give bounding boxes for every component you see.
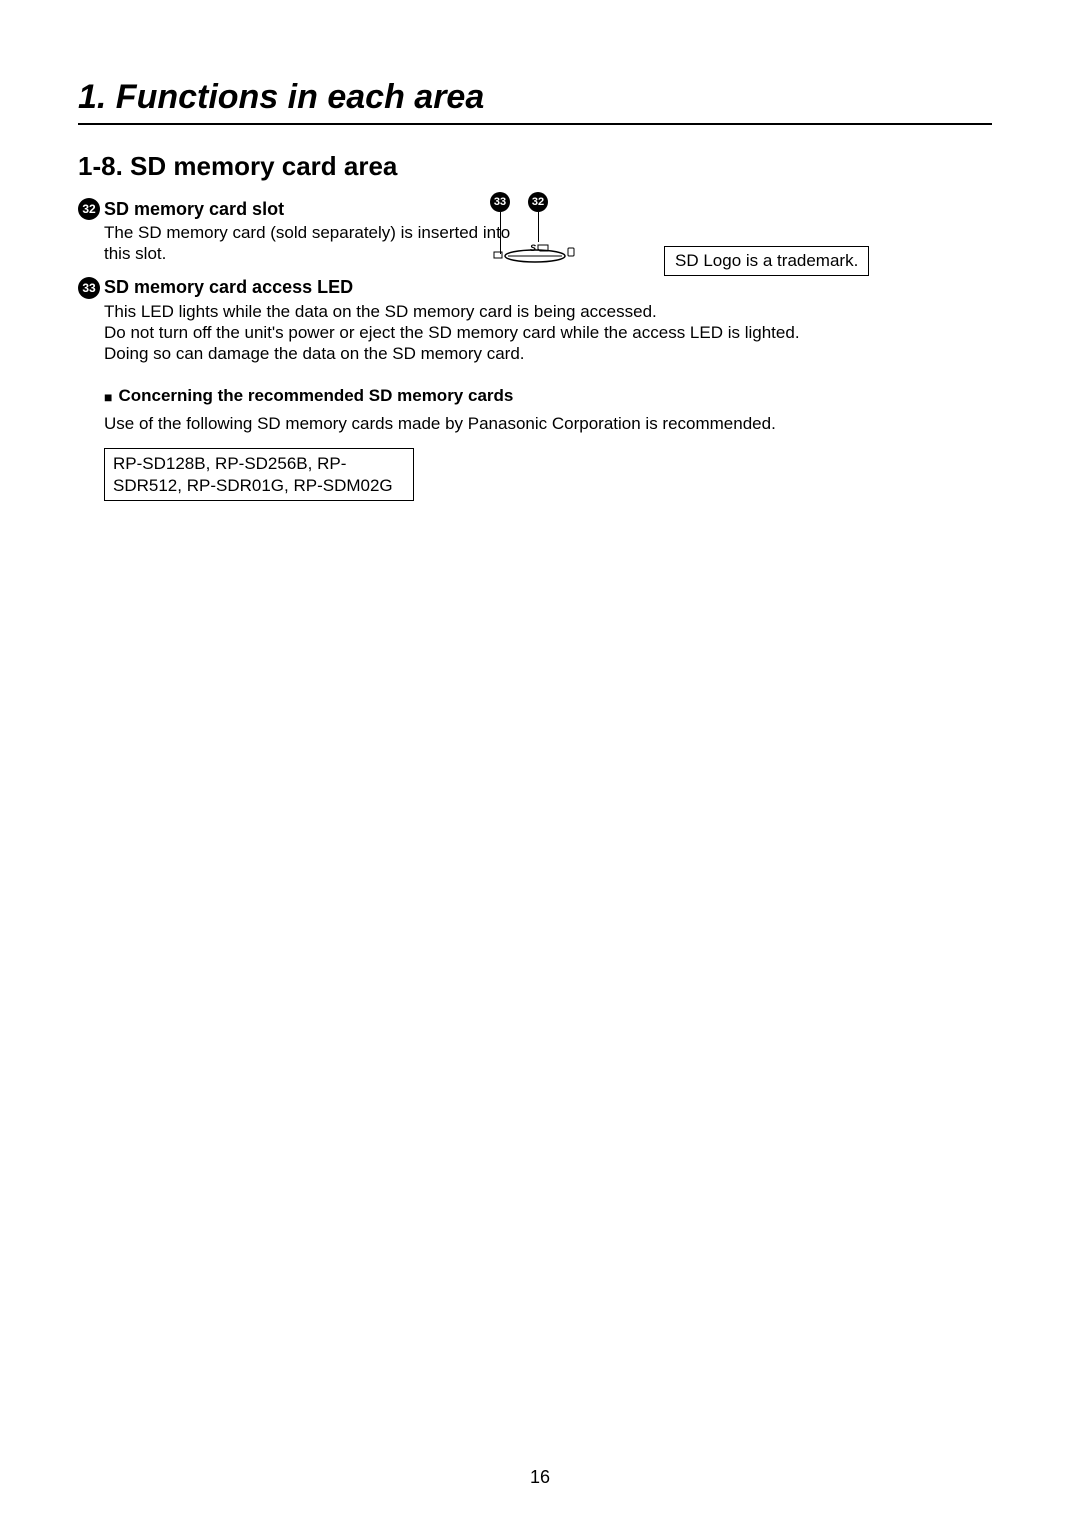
callout-33-icon: 33 — [490, 192, 510, 212]
trademark-note: SD Logo is a trademark. — [664, 246, 869, 276]
item-33-block: 33 SD memory card access LED This LED li… — [78, 277, 992, 365]
svg-text:S: S — [530, 243, 536, 253]
subheading-text: Concerning the recommended SD memory car… — [118, 386, 513, 405]
sd-slot-icon: S — [490, 242, 590, 270]
section-title: 1-8. SD memory card area — [78, 151, 992, 182]
item-33-body: This LED lights while the data on the SD… — [104, 301, 992, 365]
square-bullet-icon: ■ — [104, 389, 112, 405]
circled-number-icon: 32 — [78, 198, 100, 220]
model-number-box: RP-SD128B, RP-SD256B, RP-SDR512, RP-SDR0… — [104, 448, 414, 501]
leader-line-icon — [538, 212, 539, 242]
sd-slot-diagram: 33 32 S — [490, 192, 610, 272]
chapter-title: 1. Functions in each area — [78, 78, 992, 125]
circled-number-icon: 33 — [78, 277, 100, 299]
item-33-heading: 33 SD memory card access LED — [78, 277, 992, 299]
item-32-title: SD memory card slot — [104, 199, 284, 220]
callout-32-icon: 32 — [528, 192, 548, 212]
item-33-title: SD memory card access LED — [104, 277, 353, 298]
page-number: 16 — [0, 1467, 1080, 1488]
item-32-body: The SD memory card (sold separately) is … — [104, 222, 534, 265]
sub-body-text: Use of the following SD memory cards mad… — [104, 414, 992, 434]
subheading-row: ■ Concerning the recommended SD memory ca… — [104, 386, 992, 406]
